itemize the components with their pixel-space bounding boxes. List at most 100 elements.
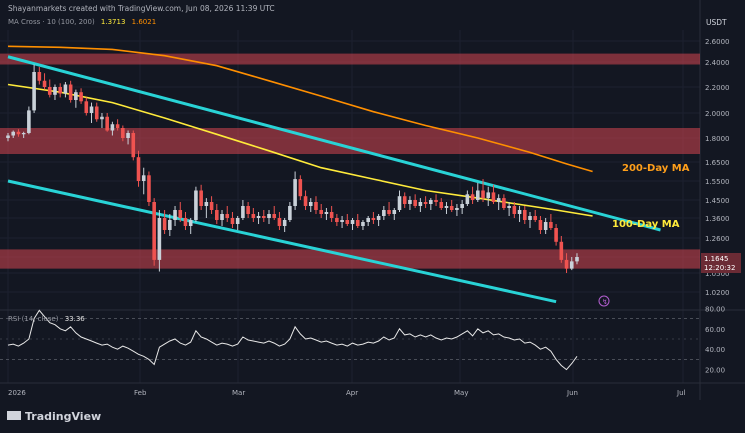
candle-body	[115, 124, 120, 128]
candle	[476, 182, 480, 202]
candle	[84, 97, 89, 116]
candle	[261, 210, 266, 222]
price-tick-label: 1.5500	[705, 178, 730, 186]
price-tick-label: 2.2000	[705, 84, 730, 92]
candle-body	[126, 133, 130, 138]
candle	[37, 67, 42, 85]
candle	[63, 82, 68, 98]
candle-body	[152, 202, 156, 260]
candle	[230, 212, 235, 228]
candle	[303, 190, 308, 210]
candle	[282, 218, 287, 232]
candle	[470, 186, 475, 204]
candle-body	[246, 206, 250, 214]
candle	[68, 80, 73, 103]
candle-body	[27, 110, 31, 133]
candle-body	[21, 133, 26, 135]
candle	[152, 198, 156, 266]
candle	[319, 204, 323, 218]
currency-label: USDT	[706, 18, 727, 27]
candle-body	[308, 202, 313, 206]
candle-body	[6, 135, 10, 138]
candle	[350, 218, 355, 230]
price-tick-label: 1.6500	[705, 159, 730, 167]
candle-body	[37, 72, 42, 81]
rsi-label: RSI (14, close) 33.36	[8, 315, 85, 323]
candle	[329, 206, 334, 222]
candle	[21, 131, 26, 138]
candle	[408, 196, 412, 210]
candle	[277, 212, 282, 230]
candle-body	[256, 216, 261, 218]
candle	[89, 102, 94, 123]
candle	[209, 196, 214, 214]
candle	[418, 198, 423, 212]
candle-body	[335, 218, 339, 222]
candle	[564, 253, 569, 273]
candle-body	[340, 220, 344, 222]
candle	[267, 210, 271, 224]
candle-body	[110, 124, 115, 131]
candle	[136, 150, 141, 187]
candle-body	[371, 218, 376, 220]
candle-body	[183, 218, 188, 226]
candle	[355, 214, 360, 228]
candles	[6, 64, 579, 273]
candle	[387, 202, 391, 216]
moving-averages	[7, 45, 593, 217]
candle-body	[554, 228, 558, 242]
candle-body	[470, 194, 475, 200]
candle	[105, 113, 109, 132]
candle	[522, 206, 527, 224]
candle-body	[413, 200, 417, 206]
tradingview-logo[interactable]: TradingView	[7, 410, 101, 423]
candle-body	[528, 216, 532, 220]
candle-body	[564, 259, 569, 269]
candle	[575, 253, 579, 265]
candle	[100, 113, 104, 128]
candle-body	[141, 175, 146, 181]
candle-body	[261, 216, 266, 218]
candle-body	[168, 220, 172, 230]
candle	[434, 194, 438, 206]
event-marker-glyph: ↯	[602, 298, 608, 306]
candle-body	[11, 131, 16, 136]
candle	[340, 216, 344, 228]
candle-body	[230, 218, 235, 224]
candle-body	[408, 200, 412, 204]
price-zone	[0, 53, 700, 65]
candle-body	[345, 220, 350, 224]
event-marker-icon[interactable]	[598, 295, 610, 307]
candle	[251, 208, 256, 222]
candle-body	[361, 222, 365, 226]
candle	[272, 206, 277, 220]
candle	[449, 200, 454, 212]
candle-body	[74, 92, 78, 100]
candle-body	[293, 179, 297, 206]
candle	[293, 171, 297, 210]
rsi-pane	[0, 309, 700, 371]
candle	[162, 210, 167, 234]
candle	[199, 184, 203, 210]
candle-body	[288, 206, 292, 220]
candle-body	[423, 202, 428, 204]
candle-body	[549, 222, 553, 228]
candle-body	[397, 196, 402, 210]
candle	[126, 130, 130, 145]
candle-body	[173, 210, 177, 220]
candle	[361, 220, 365, 230]
candle-body	[444, 206, 449, 208]
candle	[507, 202, 511, 216]
candle	[345, 214, 350, 226]
candle	[215, 204, 219, 224]
candle	[94, 102, 99, 122]
candle-body	[517, 210, 522, 214]
candle	[486, 186, 491, 206]
ma100-value: 1.3713	[101, 18, 126, 26]
candle-body	[575, 257, 579, 262]
candle	[366, 216, 370, 226]
candle-body	[235, 218, 240, 224]
candle-body	[434, 200, 438, 202]
candle-body	[215, 210, 219, 220]
